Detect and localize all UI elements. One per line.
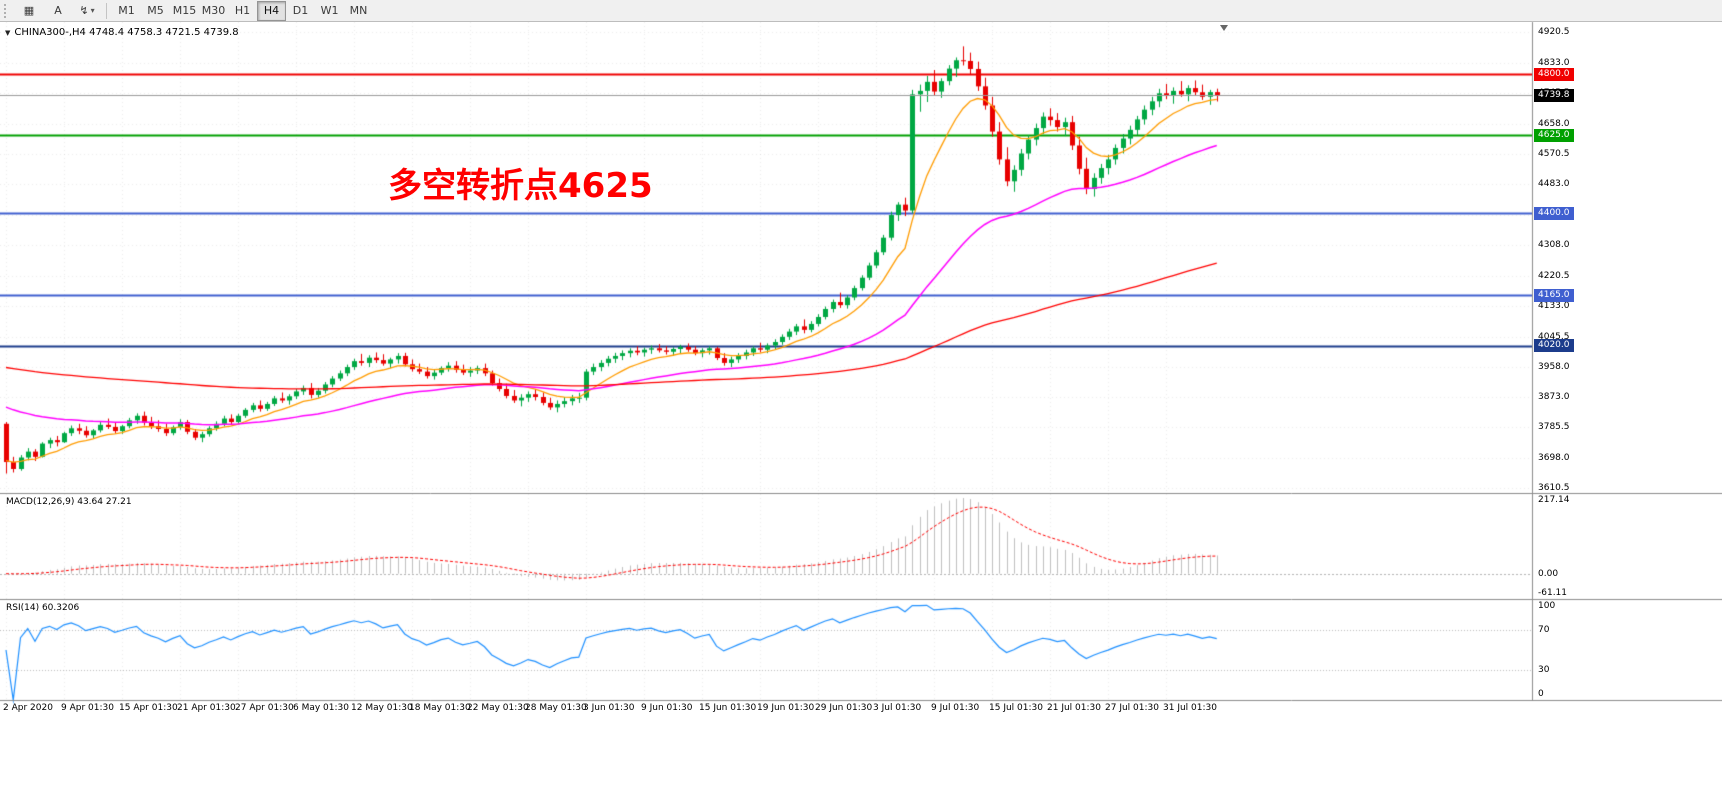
time-axis-label: 9 Jul 01:30	[931, 703, 980, 713]
macd-axis-label: 217.14	[1538, 495, 1570, 505]
timeframe-group: M1 M5 M15 M30 H1 H4 D1 W1 MN	[112, 0, 373, 21]
timeframe-button-m15[interactable]: M15	[172, 4, 197, 17]
time-axis-label: 9 Apr 01:30	[61, 703, 114, 713]
price-axis-label: 3785.5	[1538, 422, 1570, 433]
time-axis-label: 18 May 01:30	[409, 703, 471, 713]
time-axis-label: 3 Jul 01:30	[873, 703, 922, 713]
time-axis-label: 21 Jul 01:30	[1047, 703, 1101, 713]
time-axis-label: 6 May 01:30	[293, 703, 349, 713]
timeframe-button-m1[interactable]: M1	[118, 4, 135, 17]
price-axis-label: 3698.0	[1538, 452, 1570, 463]
toolbar-left-buttons: ▦ A ↯ ▾	[15, 1, 101, 21]
time-axis-label: 15 Apr 01:30	[119, 703, 178, 713]
time-axis-label: 21 Apr 01:30	[177, 703, 236, 713]
timeframe-button-h4[interactable]: H4	[257, 0, 286, 21]
toolbar-separator	[106, 2, 107, 19]
timeframe-button-m30[interactable]: M30	[201, 4, 226, 17]
rsi-axis-label: 70	[1538, 625, 1550, 635]
time-axis-label: 15 Jun 01:30	[699, 703, 757, 713]
price-tag-4800.0: 4800.0	[1534, 67, 1574, 81]
time-axis-label: 29 Jun 01:30	[815, 703, 873, 713]
price-axis-label: 4483.0	[1538, 179, 1570, 190]
time-axis-label: 9 Jun 01:30	[641, 703, 693, 713]
macd-axis-label: -61.11	[1538, 588, 1568, 598]
timeframe-button-mn[interactable]: MN	[349, 4, 368, 17]
rsi-indicator-label: RSI(14) 60.3206	[6, 603, 80, 613]
rsi-axis-label: 0	[1538, 689, 1544, 699]
timeframe-button-w1[interactable]: W1	[320, 4, 339, 17]
chart-shift-marker[interactable]	[1220, 25, 1228, 31]
time-axis-label: 12 May 01:30	[351, 703, 413, 713]
price-tag-4625.0: 4625.0	[1534, 128, 1574, 142]
quick-menu-button[interactable]: ↯ ▾	[73, 1, 101, 21]
timeframe-button-m5[interactable]: M5	[147, 4, 164, 17]
current-price-tag: 4739.8	[1534, 88, 1574, 102]
timeframe-button-d1[interactable]: D1	[292, 4, 309, 17]
toolbar-grip[interactable]	[4, 3, 10, 18]
price-axis-label: 4658.0	[1538, 118, 1570, 129]
chart-type-icon: ▦	[23, 4, 35, 17]
price-axis-label: 4833.0	[1538, 57, 1570, 68]
macd-axis-label: 0.00	[1538, 568, 1559, 579]
time-axis-label: 31 Jul 01:30	[1163, 703, 1217, 713]
price-axis-label: 3610.5	[1538, 482, 1570, 493]
price-axis-label: 4220.5	[1538, 270, 1570, 281]
price-axis-label: 4045.5	[1538, 331, 1570, 342]
text-tool-button[interactable]: A	[44, 1, 72, 21]
toolbar: ▦ A ↯ ▾ M1 M5 M15 M30 H1 H4 D1 W1 MN	[0, 0, 1722, 22]
collapse-icon[interactable]: ▼	[5, 28, 11, 37]
timeframe-button-h1[interactable]: H1	[234, 4, 251, 17]
price-axis-label: 4308.0	[1538, 240, 1570, 251]
price-tag-4165.0: 4165.0	[1534, 288, 1574, 302]
macd-indicator-label: MACD(12,26,9) 43.64 27.21	[6, 497, 132, 507]
time-axis-label: 27 Jul 01:30	[1105, 703, 1159, 713]
time-axis-label: 15 Jul 01:30	[989, 703, 1043, 713]
symbol-header: ▼ CHINA300-,H4 4748.4 4758.3 4721.5 4739…	[5, 27, 239, 38]
dropdown-arrow-icon: ▾	[90, 6, 95, 15]
quick-menu-icon: ↯	[79, 4, 89, 17]
rsi-axis-label: 30	[1538, 665, 1550, 675]
price-axis-label: 4570.5	[1538, 149, 1570, 159]
time-axis-label: 19 Jun 01:30	[757, 703, 815, 713]
price-tag-4020.0: 4020.0	[1534, 339, 1574, 352]
time-axis-label: 2 Apr 2020	[3, 703, 53, 713]
time-axis-label: 28 May 01:30	[525, 703, 587, 713]
price-annotation-text: 多空转折点4625	[388, 166, 653, 206]
price-axis-label: 3958.0	[1538, 362, 1570, 373]
price-axis-label: 4920.5	[1538, 27, 1570, 38]
time-axis-label: 3 Jun 01:30	[583, 703, 635, 713]
rsi-axis-label: 100	[1538, 601, 1556, 611]
price-axis-label: 4133.0	[1538, 301, 1570, 312]
price-axis-label: 3873.0	[1538, 391, 1570, 402]
chart-type-button[interactable]: ▦	[15, 1, 43, 21]
time-axis-label: 22 May 01:30	[467, 703, 529, 713]
time-axis-label: 27 Apr 01:30	[235, 703, 294, 713]
text-tool-icon: A	[54, 4, 62, 17]
price-tag-4400.0: 4400.0	[1534, 206, 1574, 220]
symbol-ohlc-text: CHINA300-,H4 4748.4 4758.3 4721.5 4739.8	[14, 27, 239, 38]
